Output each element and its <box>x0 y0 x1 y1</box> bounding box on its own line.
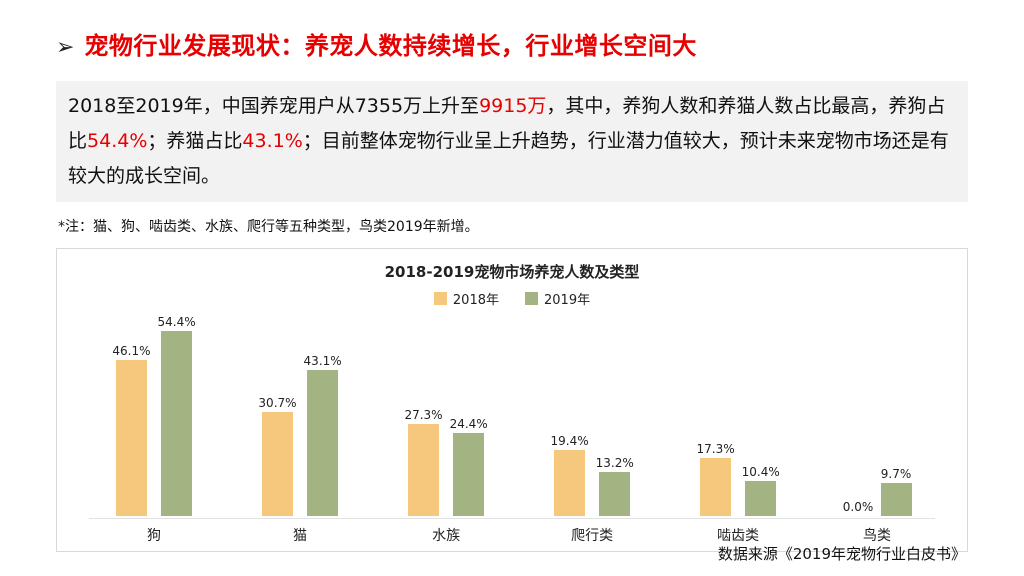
source-text: 数据来源《2019年宠物行业白皮书》 <box>717 545 966 563</box>
legend-swatch-icon <box>525 292 538 306</box>
chart-title: 2018-2019宠物市场养宠人数及类型 <box>384 263 640 282</box>
bar <box>453 433 485 517</box>
x-axis-line <box>89 518 935 520</box>
intro-segment: 2018至2019年，中国养宠用户从7355万上升至 <box>68 95 480 117</box>
bar-column: 24.4% <box>449 417 488 517</box>
bar-column: 13.2% <box>596 456 634 517</box>
intro-segment: ；养猫占比 <box>147 130 243 153</box>
legend-swatch-icon <box>433 292 447 306</box>
bar-pair: 17.3% 10.4% <box>697 312 780 517</box>
bar <box>700 457 732 517</box>
bar-column: 46.1% <box>112 343 151 517</box>
bar-value-label: 19.4% <box>550 434 589 449</box>
category-label: 猫 <box>293 528 308 545</box>
bar-column: 19.4% <box>550 434 589 517</box>
bar-value-label: 9.7% <box>880 467 912 482</box>
bar <box>599 471 631 517</box>
bar-column: 17.3% <box>697 442 735 517</box>
bar-value-label: 0.0% <box>842 500 874 515</box>
bar-pair: 30.7% 43.1% <box>258 312 342 517</box>
bar <box>261 412 293 517</box>
bar-group: 19.4% 13.2% 爬行类 <box>550 312 633 545</box>
bar-value-label: 13.2% <box>595 455 634 470</box>
legend-item: 2018年 <box>433 289 499 309</box>
bar-value-label: 24.4% <box>449 417 488 432</box>
chart-container: 2018-2019宠物市场养宠人数及类型 2018年 2019年 46.1% 54.… <box>56 248 968 553</box>
category-label: 啮齿类 <box>717 528 760 545</box>
intro-highlight: 54.4% <box>87 130 148 153</box>
bar-pair: 27.3% 24.4% <box>404 312 488 517</box>
legend-item: 2019年 <box>525 289 590 308</box>
bar-value-label: 46.1% <box>112 343 151 358</box>
bar-column: 54.4% <box>157 315 196 517</box>
bar-pair: 46.1% 54.4% <box>112 312 196 517</box>
category-label: 水族 <box>432 528 461 545</box>
bar-column: 0.0% <box>843 500 874 516</box>
bar-column: 9.7% <box>880 467 912 517</box>
bar-pair: 0.0% 9.7% <box>843 312 912 517</box>
chart-legend: 2018年 2019年 <box>67 289 957 308</box>
bar-pair: 19.4% 13.2% <box>550 312 634 517</box>
bar <box>307 369 339 517</box>
bar-group: 27.3% 24.4% 水族 <box>404 312 487 545</box>
bar <box>161 331 193 517</box>
bar-value-label: 54.4% <box>157 315 196 330</box>
bar <box>115 359 147 517</box>
bar <box>408 423 440 517</box>
intro-paragraph: 2018至2019年，中国养宠用户从7355万上升至9915万，其中，养狗人数和… <box>56 81 968 203</box>
bar-value-label: 10.4% <box>741 465 780 480</box>
bar <box>880 483 912 517</box>
intro-segment: ；目前整体宠物行业呈上升趋势，行业潜力值较大，预计未来宠物市场还是有较大的成长空… <box>68 130 949 188</box>
bar <box>745 481 777 517</box>
bar-value-label: 27.3% <box>404 407 443 422</box>
legend-label: 2018年 <box>452 293 499 309</box>
bar-group: 0.0% 9.7% 鸟类 <box>843 312 912 545</box>
category-label: 鸟类 <box>863 528 892 545</box>
bar-value-label: 43.1% <box>303 353 342 368</box>
bar-value-label: 17.3% <box>696 441 735 456</box>
bar-group: 30.7% 43.1% 猫 <box>258 312 341 545</box>
intro-highlight: 9915万 <box>479 95 547 117</box>
page-header: ➢ 宠物行业发展现状：养宠人数持续增长，行业增长空间大 <box>56 26 968 61</box>
bar-column: 43.1% <box>304 354 342 517</box>
arrow-bullet-icon: ➢ <box>56 35 75 60</box>
note-text: *注：猫、狗、啮齿类、水族、爬行等五种类型，鸟类2019年新增。 <box>58 219 479 236</box>
legend-label: 2019年 <box>544 293 591 309</box>
intro-segment: ，其中，养狗人数和养猫人数占比最高，养狗占比 <box>68 95 946 153</box>
category-label: 狗 <box>147 528 162 545</box>
bar-column: 27.3% <box>404 407 443 517</box>
chart-plot: 46.1% 54.4% 狗 30.7% 43.1% 猫 27.3% 24.4% 水族 19.4% 1… <box>67 312 957 545</box>
bar-value-label: 30.7% <box>258 396 297 411</box>
bar-column: 10.4% <box>741 465 780 517</box>
chart-groups: 46.1% 54.4% 狗 30.7% 43.1% 猫 27.3% 24.4% 水族 19.4% 1… <box>67 312 957 545</box>
bar-group: 46.1% 54.4% 狗 <box>112 312 195 545</box>
intro-highlight: 43.1% <box>242 130 303 153</box>
page-title: 宠物行业发展现状：养宠人数持续增长，行业增长空间大 <box>84 32 697 60</box>
bar-group: 17.3% 10.4% 啮齿类 <box>697 312 780 545</box>
category-label: 爬行类 <box>571 528 614 545</box>
bar <box>554 450 586 517</box>
bar-column: 30.7% <box>258 396 297 517</box>
